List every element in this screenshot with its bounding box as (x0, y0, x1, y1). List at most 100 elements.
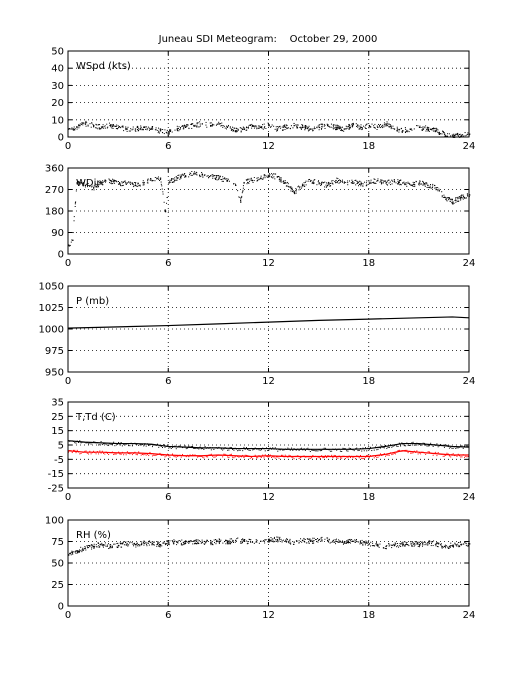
data-point (391, 183, 393, 185)
data-point (413, 444, 415, 446)
data-point (116, 181, 118, 183)
data-point (100, 452, 102, 454)
data-point (354, 541, 356, 543)
data-point (280, 178, 282, 180)
data-point (234, 183, 236, 185)
data-point (74, 442, 76, 444)
data-point (451, 545, 453, 547)
data-point (287, 447, 289, 449)
data-point (162, 129, 164, 131)
data-point (275, 173, 277, 175)
data-point (185, 540, 187, 542)
data-point (109, 452, 111, 454)
data-point (80, 181, 82, 183)
data-point (98, 453, 100, 455)
data-point (457, 134, 459, 136)
data-point (115, 128, 117, 130)
data-point (202, 447, 204, 449)
data-point (462, 543, 464, 545)
data-point (174, 445, 176, 447)
data-point (167, 188, 169, 190)
data-point (294, 192, 296, 194)
data-point (132, 186, 134, 188)
data-point (135, 443, 137, 445)
y-tick-label: -25 (48, 484, 64, 495)
data-point (350, 127, 352, 129)
data-point (343, 542, 345, 544)
data-point (98, 545, 100, 547)
data-point (147, 126, 149, 128)
data-point (242, 126, 244, 128)
data-point (346, 456, 348, 458)
data-point (430, 184, 432, 186)
data-point (283, 180, 285, 182)
data-point (226, 540, 228, 542)
data-point (134, 542, 136, 544)
data-point (437, 190, 439, 192)
data-point (334, 539, 336, 541)
data-point (438, 543, 440, 545)
data-point (147, 178, 149, 180)
data-point (423, 442, 425, 444)
data-point (320, 123, 322, 125)
data-point (143, 181, 145, 183)
data-point (256, 180, 258, 182)
data-point (352, 540, 354, 542)
data-point (318, 183, 320, 185)
data-point (441, 191, 443, 193)
data-point (243, 446, 245, 448)
panel-label-temp-dewpoint: T,Td (C) (75, 412, 116, 423)
data-point (248, 182, 250, 184)
data-point (370, 179, 372, 181)
data-point (215, 455, 217, 457)
data-point (370, 126, 372, 128)
data-point (312, 540, 314, 542)
data-point (175, 179, 177, 181)
data-point (124, 180, 126, 182)
data-point (119, 542, 121, 544)
data-point (141, 129, 143, 131)
data-point (166, 543, 168, 545)
data-point (347, 542, 349, 544)
data-point (397, 179, 399, 181)
data-point (190, 174, 192, 176)
data-point (443, 446, 445, 448)
data-point (307, 180, 309, 182)
data-point (375, 455, 377, 457)
data-point (341, 130, 343, 132)
figure-title: Juneau SDI Meteogram: October 29, 2000 (158, 34, 378, 45)
data-point (260, 540, 262, 542)
data-point (136, 185, 138, 187)
data-point (112, 127, 114, 129)
data-point (230, 129, 232, 131)
data-point (298, 189, 300, 191)
data-point (245, 179, 247, 181)
data-point (111, 547, 113, 549)
data-point (240, 127, 242, 129)
data-point (448, 455, 450, 457)
data-point (270, 537, 272, 539)
data-point (83, 451, 85, 453)
data-point (421, 183, 423, 185)
data-point (463, 196, 465, 198)
data-point (343, 541, 345, 543)
data-point (91, 544, 93, 546)
data-point (242, 191, 244, 193)
data-point (156, 177, 158, 179)
data-point (241, 542, 243, 544)
data-point (442, 455, 444, 457)
data-point (394, 544, 396, 546)
data-point (73, 128, 75, 130)
data-point (261, 178, 263, 180)
data-point (146, 545, 148, 547)
data-point (180, 174, 182, 176)
data-point (173, 445, 175, 447)
data-point (367, 447, 369, 449)
data-point (362, 544, 364, 546)
data-point (187, 541, 189, 543)
data-point (111, 180, 113, 182)
data-point (407, 544, 409, 546)
data-point (150, 128, 152, 130)
data-point (358, 541, 360, 543)
data-point (351, 455, 353, 457)
